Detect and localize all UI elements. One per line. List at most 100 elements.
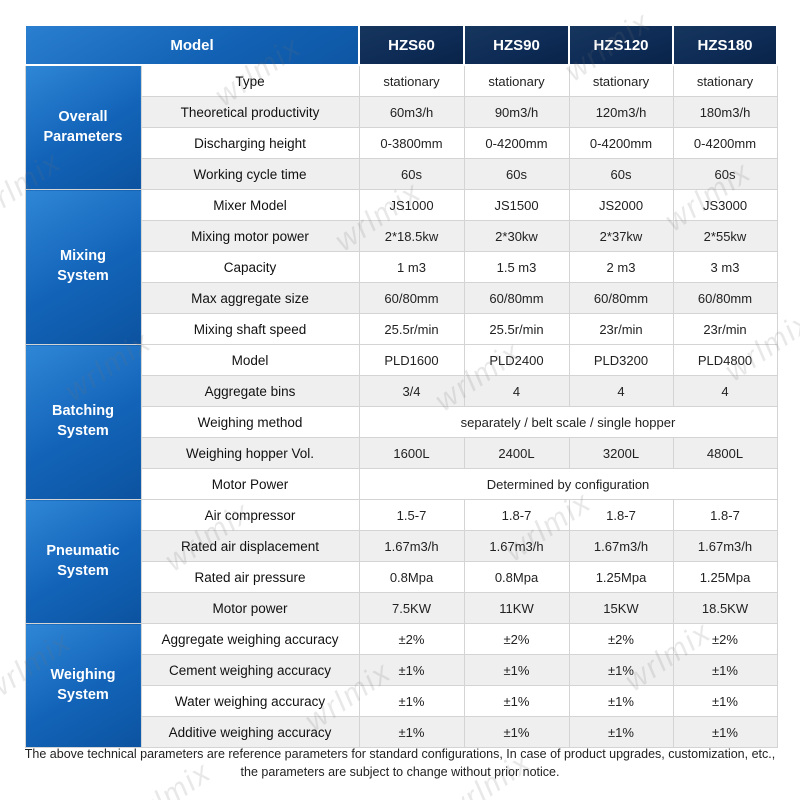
value-cell: ±1% — [463, 654, 570, 686]
value-cell: 1.67m3/h — [358, 530, 465, 562]
value-cell: JS1000 — [358, 189, 465, 221]
value-cell: 1600L — [358, 437, 465, 469]
param-cell: Air compressor — [140, 499, 360, 531]
group-cell: Weighing System — [24, 623, 142, 748]
value-cell: 1.67m3/h — [568, 530, 674, 562]
value-cell: ±2% — [463, 623, 570, 655]
value-cell: 0-4200mm — [463, 127, 570, 159]
param-cell: Rated air pressure — [140, 561, 360, 593]
column-header: HZS120 — [568, 24, 674, 66]
column-header: HZS60 — [358, 24, 465, 66]
value-cell: 4 — [568, 375, 674, 407]
value-cell: 0.8Mpa — [463, 561, 570, 593]
value-cell: 60s — [358, 158, 465, 190]
value-cell-span: separately / belt scale / single hopper — [358, 406, 778, 438]
value-cell: 4800L — [672, 437, 778, 469]
param-cell: Model — [140, 344, 360, 376]
value-cell: ±1% — [358, 654, 465, 686]
value-cell: 2*55kw — [672, 220, 778, 252]
param-cell: Type — [140, 64, 360, 97]
table-row: Weighing method separately / belt scale /… — [25, 406, 778, 438]
value-cell: 1.67m3/h — [672, 530, 778, 562]
value-cell: 25.5r/min — [358, 313, 465, 345]
table-row: Mixing motor power 2*18.5kw 2*30kw 2*37kw 2*… — [25, 220, 778, 252]
param-cell: Water weighing accuracy — [140, 685, 360, 717]
param-cell: Working cycle time — [140, 158, 360, 190]
table-row: Discharging height 0-3800mm 0-4200mm 0-4200… — [25, 127, 778, 159]
param-cell: Weighing hopper Vol. — [140, 437, 360, 469]
value-cell: 23r/min — [568, 313, 674, 345]
value-cell: 1.8-7 — [463, 499, 570, 531]
table-row: Motor Power Determined by configuration — [25, 468, 778, 500]
footer-line-1: The above technical parameters are refer… — [24, 747, 776, 761]
param-cell: Rated air displacement — [140, 530, 360, 562]
value-cell: 0-4200mm — [568, 127, 674, 159]
value-cell: ±1% — [358, 685, 465, 717]
table-row: Rated air pressure 0.8Mpa 0.8Mpa 1.25Mpa 1.2… — [25, 561, 778, 593]
value-cell: 1.8-7 — [672, 499, 778, 531]
value-cell: JS1500 — [463, 189, 570, 221]
value-cell: 2 m3 — [568, 251, 674, 283]
column-header: HZS180 — [672, 24, 778, 66]
value-cell: PLD2400 — [463, 344, 570, 376]
value-cell: ±2% — [672, 623, 778, 655]
value-cell: stationary — [358, 64, 465, 97]
value-cell: 60s — [568, 158, 674, 190]
param-cell: Cement weighing accuracy — [140, 654, 360, 686]
value-cell: ±1% — [463, 716, 570, 748]
value-cell: 4 — [672, 375, 778, 407]
value-cell: JS3000 — [672, 189, 778, 221]
table-row: Mixing shaft speed 25.5r/min 25.5r/min 23r/… — [25, 313, 778, 345]
value-cell: 25.5r/min — [463, 313, 570, 345]
value-cell: 60/80mm — [672, 282, 778, 314]
param-cell: Capacity — [140, 251, 360, 283]
param-cell: Mixing motor power — [140, 220, 360, 252]
param-cell: Aggregate weighing accuracy — [140, 623, 360, 655]
table-row: Theoretical productivity 60m3/h 90m3/h 120m… — [25, 96, 778, 128]
value-cell: 0-4200mm — [672, 127, 778, 159]
table-row: Pneumatic System Air compressor 1.5-7 1.8-7 1… — [24, 499, 778, 624]
table-row: Weighing System Aggregate weighing accurac… — [24, 623, 778, 748]
value-cell: 11KW — [463, 592, 570, 624]
value-cell: 120m3/h — [568, 96, 674, 128]
value-cell: ±2% — [358, 623, 465, 655]
param-cell: Motor Power — [140, 468, 360, 500]
value-cell: 3 m3 — [672, 251, 778, 283]
value-cell: stationary — [568, 64, 674, 97]
value-cell: 3200L — [568, 437, 674, 469]
group-cell: Mixing System — [24, 189, 142, 345]
value-cell: 1.25Mpa — [568, 561, 674, 593]
value-cell: stationary — [672, 64, 778, 97]
value-cell: PLD3200 — [568, 344, 674, 376]
value-cell: 18.5KW — [672, 592, 778, 624]
table-row: Cement weighing accuracy ±1% ±1% ±1% ±1% — [25, 654, 778, 686]
value-cell: 7.5KW — [358, 592, 465, 624]
value-cell: 1.5 m3 — [463, 251, 570, 283]
group-cell: Pneumatic System — [24, 499, 142, 624]
param-cell: Theoretical productivity — [140, 96, 360, 128]
value-cell: 60/80mm — [358, 282, 465, 314]
value-cell: 1 m3 — [358, 251, 465, 283]
table-row: Mixing System Mixer Model JS1000 JS1500 JS200… — [24, 189, 778, 345]
param-cell: Aggregate bins — [140, 375, 360, 407]
table-row: Motor power 7.5KW 11KW 15KW 18.5KW — [25, 592, 778, 624]
value-cell: 3/4 — [358, 375, 465, 407]
value-cell: 15KW — [568, 592, 674, 624]
value-cell-span: Determined by configuration — [358, 468, 778, 500]
footer-note: The above technical parameters are refer… — [0, 745, 800, 781]
value-cell: stationary — [463, 64, 570, 97]
value-cell: ±2% — [568, 623, 674, 655]
param-cell: Discharging height — [140, 127, 360, 159]
value-cell: 60m3/h — [358, 96, 465, 128]
value-cell: ±1% — [568, 654, 674, 686]
value-cell: 1.5-7 — [358, 499, 465, 531]
value-cell: 23r/min — [672, 313, 778, 345]
group-cell: Batching System — [24, 344, 142, 500]
param-cell: Mixing shaft speed — [140, 313, 360, 345]
value-cell: 2*37kw — [568, 220, 674, 252]
table-row: Batching System Model PLD1600 PLD2400 PLD3200… — [24, 344, 778, 500]
param-cell: Weighing method — [140, 406, 360, 438]
param-cell: Motor power — [140, 592, 360, 624]
value-cell: ±1% — [672, 716, 778, 748]
